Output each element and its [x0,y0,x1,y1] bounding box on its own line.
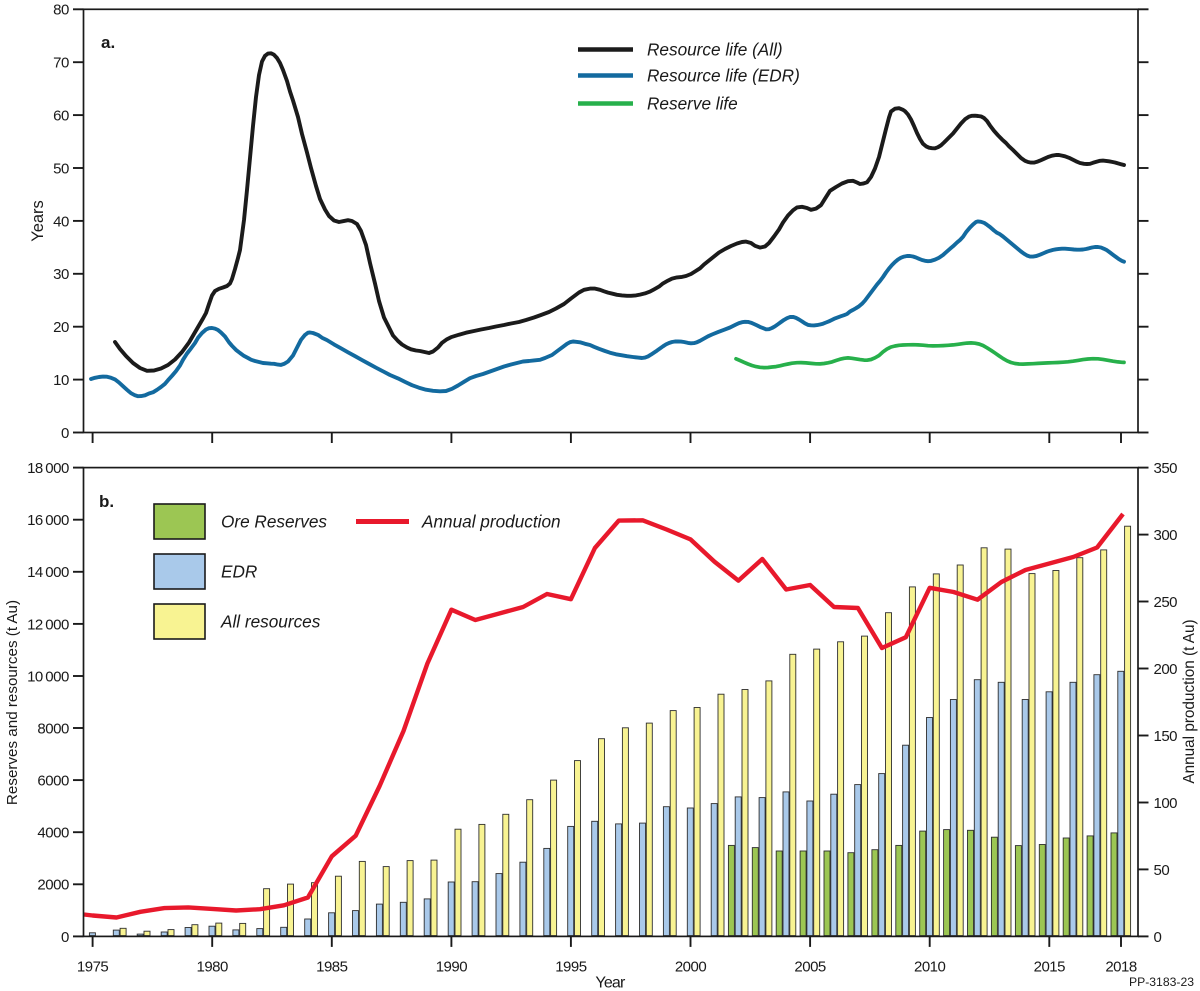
svg-text:Years: Years [29,200,47,242]
svg-text:18 000: 18 000 [27,460,69,477]
svg-text:2018: 2018 [1105,958,1137,975]
svg-text:350: 350 [1154,460,1178,477]
svg-text:8000: 8000 [37,720,69,737]
svg-text:20: 20 [53,319,69,336]
svg-text:Resource life (EDR): Resource life (EDR) [647,66,800,86]
svg-text:1975: 1975 [77,958,109,975]
svg-text:100: 100 [1154,795,1178,812]
svg-text:50: 50 [53,160,69,177]
svg-text:2015: 2015 [1034,958,1066,975]
svg-text:Year: Year [595,975,626,991]
svg-text:250: 250 [1154,594,1178,611]
svg-text:14 000: 14 000 [27,564,69,581]
svg-text:Annual production: Annual production [421,512,561,532]
svg-text:30: 30 [53,266,69,283]
svg-text:10: 10 [53,372,69,389]
svg-text:Reserve life: Reserve life [647,94,738,114]
svg-text:Resource life (All): Resource life (All) [647,40,783,60]
svg-text:0: 0 [61,929,69,946]
svg-text:1980: 1980 [197,958,229,975]
svg-text:150: 150 [1154,728,1178,745]
svg-text:80: 80 [53,2,69,19]
svg-text:a.: a. [101,33,115,52]
svg-text:2005: 2005 [794,958,826,975]
svg-text:50: 50 [1154,862,1170,879]
svg-text:2000: 2000 [37,877,69,894]
svg-text:EDR: EDR [221,562,257,582]
svg-text:12 000: 12 000 [27,616,69,633]
svg-text:300: 300 [1154,527,1178,544]
svg-text:6000: 6000 [37,773,69,790]
svg-text:2010: 2010 [914,958,946,975]
svg-text:10 000: 10 000 [27,668,69,685]
svg-text:b.: b. [99,492,114,511]
svg-text:All resources: All resources [220,612,321,632]
svg-text:PP-3183-23: PP-3183-23 [1129,975,1194,989]
svg-text:Reserves and resources (t Au): Reserves and resources (t Au) [4,600,21,805]
svg-text:200: 200 [1154,661,1178,678]
svg-text:Annual production (t Au): Annual production (t Au) [1181,619,1198,783]
svg-text:1985: 1985 [316,958,348,975]
svg-text:2000: 2000 [675,958,707,975]
svg-text:0: 0 [1154,929,1162,946]
svg-text:60: 60 [53,108,69,125]
svg-text:1995: 1995 [555,958,587,975]
svg-text:1990: 1990 [436,958,468,975]
svg-text:70: 70 [53,55,69,72]
svg-text:40: 40 [53,213,69,230]
svg-text:16 000: 16 000 [27,512,69,529]
svg-text:4000: 4000 [37,825,69,842]
svg-text:Ore Reserves: Ore Reserves [221,512,327,532]
svg-text:0: 0 [61,425,69,442]
